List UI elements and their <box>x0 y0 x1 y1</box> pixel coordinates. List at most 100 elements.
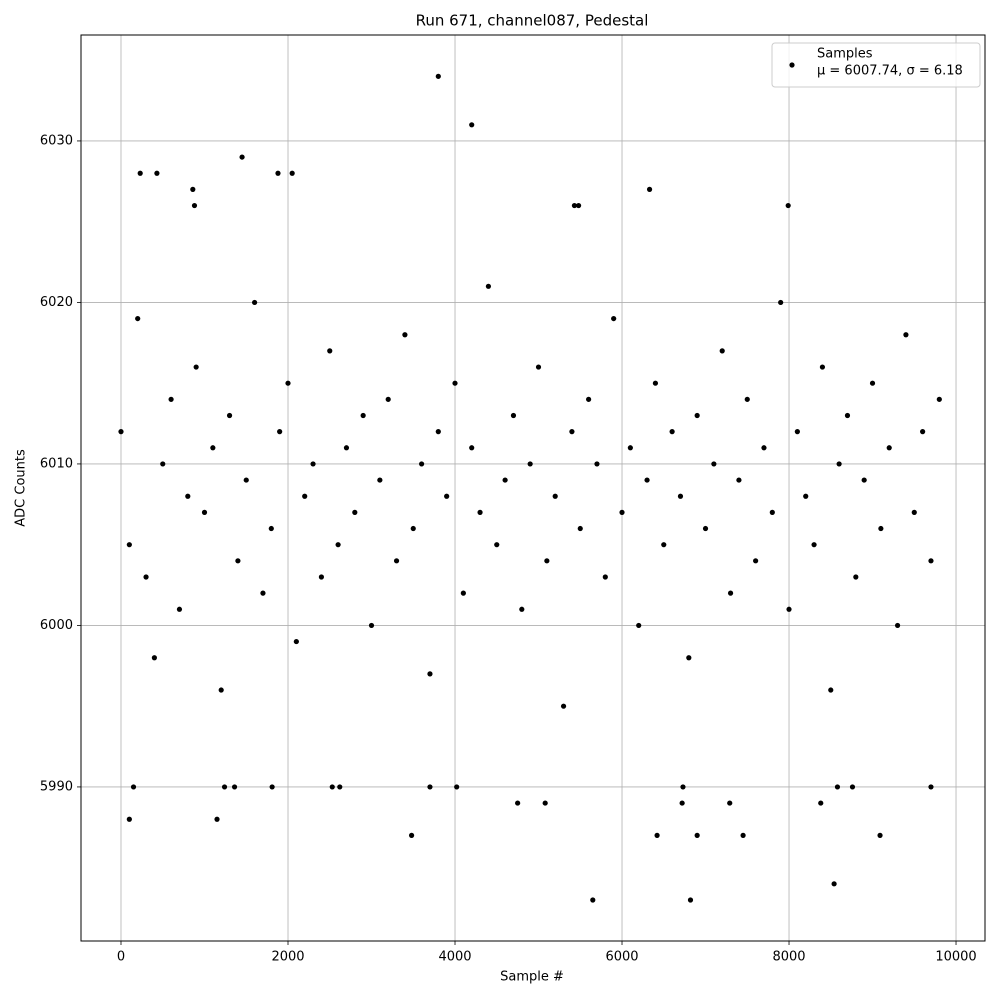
point <box>191 202 198 209</box>
point <box>335 542 341 548</box>
point <box>680 784 686 790</box>
point <box>849 784 856 790</box>
legend-label: Samples <box>817 47 873 62</box>
point <box>571 202 578 209</box>
point <box>719 348 725 354</box>
point <box>485 283 492 289</box>
point <box>352 509 358 515</box>
point <box>214 816 220 822</box>
point <box>928 784 934 790</box>
point <box>519 606 525 612</box>
point <box>343 445 350 451</box>
point <box>454 784 460 790</box>
point <box>477 509 483 515</box>
point <box>452 380 458 386</box>
point <box>289 170 295 176</box>
point <box>160 461 166 467</box>
x-tick-label: 6000 <box>605 950 638 965</box>
point <box>644 477 650 483</box>
point <box>736 477 742 483</box>
point <box>590 897 596 903</box>
point <box>377 477 383 483</box>
point <box>135 315 141 322</box>
point <box>243 477 249 483</box>
point <box>786 606 792 612</box>
point <box>761 445 767 451</box>
point <box>185 493 191 499</box>
point <box>894 622 901 629</box>
point <box>190 186 196 192</box>
point <box>552 493 558 499</box>
point <box>936 396 942 402</box>
point <box>542 800 548 806</box>
point <box>235 558 241 564</box>
point <box>460 590 466 596</box>
point <box>151 655 157 661</box>
point <box>869 380 876 386</box>
point <box>619 509 625 515</box>
point <box>669 429 675 435</box>
point <box>727 590 734 596</box>
point <box>594 461 600 467</box>
point <box>410 525 416 532</box>
point <box>337 784 343 790</box>
point <box>677 493 684 499</box>
point <box>285 380 291 386</box>
y-tick-label: 6020 <box>40 295 73 310</box>
point <box>427 671 433 677</box>
point <box>861 477 867 483</box>
point <box>611 315 617 322</box>
point <box>231 784 238 790</box>
point <box>444 493 450 499</box>
plot-frame <box>80 34 986 942</box>
point <box>828 687 834 693</box>
point <box>836 461 842 467</box>
point <box>154 170 160 176</box>
point <box>753 558 759 564</box>
point <box>221 784 228 790</box>
point <box>694 412 700 419</box>
point <box>687 897 694 903</box>
x-axis-label: Sample # <box>500 970 564 985</box>
point <box>368 622 375 629</box>
chart-title: Run 671, channel087, Pedestal <box>416 12 649 30</box>
point <box>778 299 784 306</box>
point <box>853 574 859 580</box>
point <box>385 396 391 402</box>
point <box>769 509 775 515</box>
point <box>130 784 137 790</box>
y-tick-label: 6030 <box>40 133 73 148</box>
y-axis-label: ADC Counts <box>14 449 29 527</box>
point <box>818 800 824 806</box>
point <box>126 542 132 548</box>
point <box>269 784 275 790</box>
x-tick-label: 0 <box>117 950 125 965</box>
point <box>911 509 917 515</box>
point <box>310 461 316 467</box>
point <box>510 412 517 419</box>
point <box>740 832 746 838</box>
point <box>794 429 800 435</box>
point <box>920 429 926 435</box>
x-tick-label: 2000 <box>271 950 304 965</box>
point <box>329 784 335 790</box>
point <box>569 429 575 435</box>
point <box>435 429 441 435</box>
point <box>575 202 582 209</box>
point <box>210 445 216 451</box>
point <box>201 509 208 515</box>
point <box>419 461 425 467</box>
point <box>360 412 366 419</box>
point <box>118 429 124 435</box>
point <box>928 558 934 564</box>
point <box>602 574 608 580</box>
point <box>275 170 281 176</box>
point <box>137 170 143 176</box>
point <box>218 687 224 693</box>
point <box>268 525 274 532</box>
point <box>627 445 633 451</box>
point <box>494 542 500 548</box>
point <box>586 396 592 402</box>
point <box>143 574 149 580</box>
point <box>260 590 266 596</box>
